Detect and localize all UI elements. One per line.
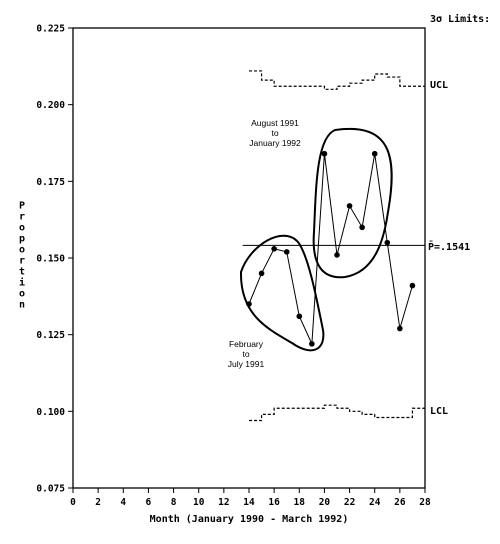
x-tick-label: 12: [218, 497, 229, 508]
data-point: [283, 249, 290, 255]
x-axis-label: Month (January 1990 - March 1992): [150, 514, 349, 525]
data-point: [397, 325, 403, 332]
annotation-line: to: [271, 128, 278, 138]
annotation-aug91-jan92: August 1991 to January 1992: [249, 118, 301, 148]
data-point: [384, 239, 391, 246]
x-tick-label: 24: [369, 497, 381, 508]
data-point: [371, 150, 378, 157]
annotation-line: January 1992: [249, 138, 301, 148]
y-tick-label: 0.225: [36, 24, 65, 35]
x-tick-label: 4: [120, 497, 126, 508]
lcl-label: LCL: [430, 406, 448, 417]
y-tick-label: 0.125: [36, 330, 65, 341]
series-group: [246, 150, 416, 347]
x-tick-label: 6: [146, 497, 152, 508]
annotation-feb91-jul91: February to July 1991: [228, 339, 265, 369]
x-tick-label: 0: [70, 497, 76, 508]
ucl-line-group: [249, 70, 425, 90]
data-point: [359, 224, 365, 231]
x-tick-label: 28: [419, 497, 431, 508]
x-tick-label: 14: [243, 497, 255, 508]
ucl-line: [249, 70, 425, 90]
center-line-label: P̄=.1541: [428, 240, 470, 253]
limits-label: 3σ Limits:: [430, 13, 490, 25]
y-tick-label: 0.100: [36, 407, 65, 418]
annotation-line: to: [242, 349, 249, 359]
data-point: [271, 246, 277, 252]
ucl-label: UCL: [430, 80, 448, 91]
annotation-ellipse-aug91-jan92: [312, 127, 393, 279]
data-point: [346, 203, 353, 209]
data-point: [409, 282, 416, 289]
annotation-ellipse-feb91-jul91: [239, 234, 325, 352]
data-point: [296, 313, 303, 320]
lcl-line-group: [249, 404, 425, 422]
x-tick-label: 16: [268, 497, 280, 508]
x-tick-label: 22: [344, 497, 355, 508]
annotation-shapes: [239, 127, 393, 352]
x-tick-label: 26: [394, 497, 406, 508]
data-point: [334, 252, 340, 258]
data-point: [258, 270, 265, 277]
x-tick-label: 20: [319, 497, 331, 508]
y-tick-label: 0.075: [36, 484, 65, 495]
lcl-line: [249, 404, 425, 422]
y-tick-label: 0.200: [36, 100, 65, 111]
data-point: [246, 301, 252, 307]
annotation-line: August 1991: [251, 118, 299, 128]
x-tick-label: 2: [95, 497, 101, 508]
annotation-line: February: [229, 339, 264, 349]
x-tick-label: 10: [193, 497, 205, 508]
x-axis-ticks: 0 2 4 6 8 10 12 14 16 18 20 22 24 26 28: [70, 488, 431, 508]
x-tick-label: 18: [294, 497, 306, 508]
y-axis-ticks: 0.075 0.100 0.125 0.150 0.175 0.200 0.225: [36, 24, 73, 495]
data-point: [309, 341, 315, 347]
y-tick-label: 0.150: [36, 254, 65, 265]
y-tick-label: 0.175: [36, 177, 65, 188]
x-tick-label: 8: [171, 497, 177, 508]
data-point: [321, 150, 328, 157]
annotation-line: July 1991: [228, 359, 265, 369]
